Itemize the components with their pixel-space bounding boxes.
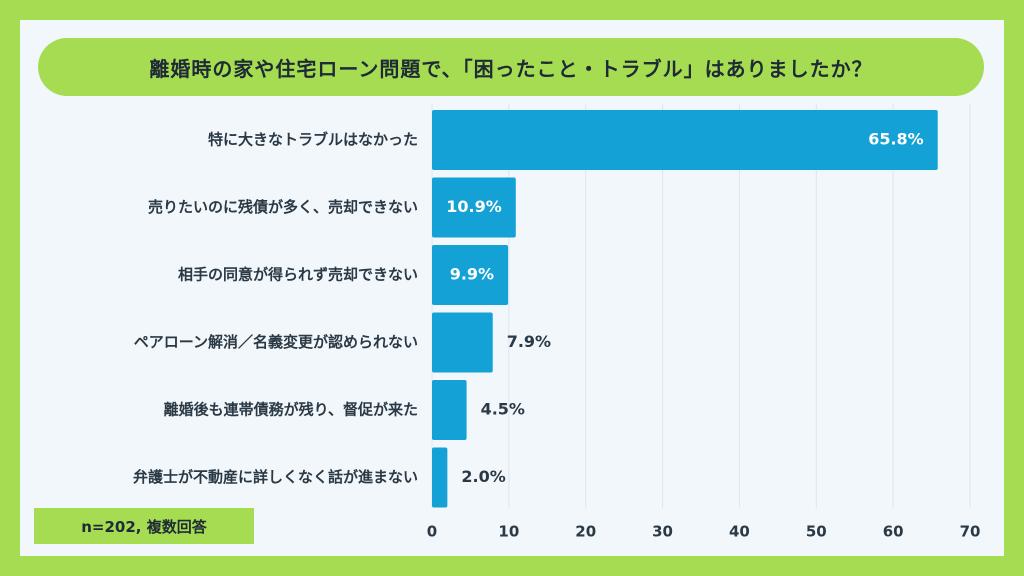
value-label: 10.9%: [446, 197, 502, 216]
bar: [432, 312, 493, 373]
value-label: 65.8%: [868, 130, 924, 149]
category-label: 相手の同意が得られず売却できない: [178, 266, 418, 284]
value-label: 4.5%: [481, 400, 525, 419]
category-label: ペアローン解消／名義変更が認められない: [134, 333, 418, 351]
category-label: 特に大きなトラブルはなかった: [208, 131, 418, 149]
x-tick-label: 60: [883, 523, 904, 541]
x-tick-label: 10: [498, 523, 519, 541]
value-labels: 65.8% 10.9% 9.9% 7.9% 4.5% 2.0%: [446, 130, 923, 487]
sample-note: n=202, 複数回答: [34, 508, 254, 544]
x-tick-label: 0: [427, 523, 437, 541]
chart-panel: [20, 20, 1004, 556]
x-axis-ticks: 0 10 20 30 40 50 60 70: [427, 523, 981, 541]
x-tick-label: 30: [652, 523, 673, 541]
bar: [432, 380, 467, 440]
category-label: 売りたいのに残債が多く、売却できない: [148, 198, 418, 216]
bar: [432, 447, 448, 508]
category-label: 弁護士が不動産に詳しくなく話が進まない: [133, 468, 418, 486]
value-label: 7.9%: [507, 332, 551, 351]
chart-title: 離婚時の家や住宅ローン問題で、「困ったこと・トラブル」はありましたか？: [38, 38, 984, 96]
bar: [432, 245, 509, 305]
category-labels: 特に大きなトラブルはなかった売りたいのに残債が多く、売却できない相手の同意が得ら…: [133, 131, 418, 487]
bar: [432, 177, 516, 238]
bar: [432, 110, 938, 170]
x-tick-label: 20: [575, 523, 596, 541]
bars: [432, 110, 938, 508]
category-label: 離婚後も連帯債務が残り、督促が来た: [164, 401, 418, 419]
x-tick-label: 70: [960, 523, 981, 541]
value-label: 2.0%: [461, 467, 505, 486]
x-tick-label: 40: [729, 523, 750, 541]
value-label: 9.9%: [450, 265, 494, 284]
x-tick-label: 50: [806, 523, 827, 541]
gridlines: [431, 104, 971, 508]
